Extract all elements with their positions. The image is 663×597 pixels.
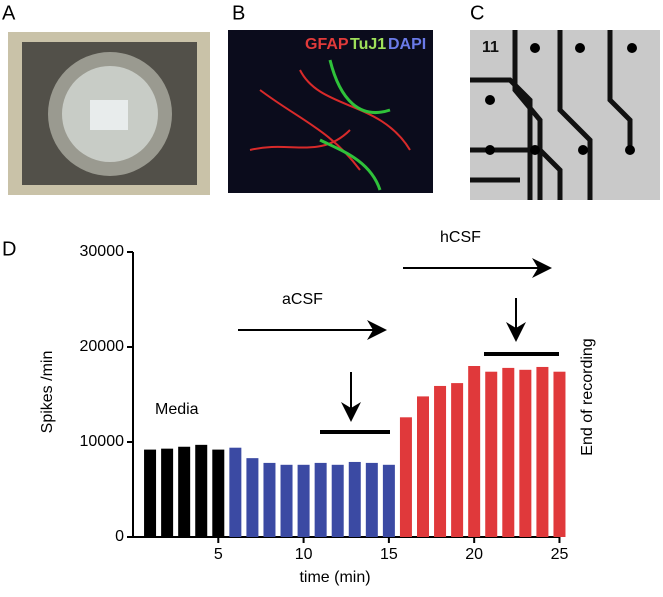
- bar: [297, 464, 310, 537]
- panel-label: B: [232, 2, 245, 24]
- bar: [314, 462, 327, 537]
- x-axis-label: time (min): [299, 569, 370, 586]
- bar: [161, 448, 174, 537]
- bar: [263, 462, 276, 537]
- annotation: aCSF: [282, 291, 323, 308]
- panel-label: D: [2, 238, 16, 260]
- bar-chart: 0 10000 20000 30000 5 10 15 20 25 time (min) Spike…: [39, 229, 596, 586]
- bar: [536, 366, 549, 537]
- annotation: hCSF: [440, 229, 481, 246]
- x-tick-label: 20: [465, 546, 483, 563]
- x-tick-label: 5: [214, 546, 223, 563]
- bar: [246, 458, 259, 537]
- bar: [212, 449, 225, 537]
- photo-a: [8, 32, 210, 195]
- bar: [382, 464, 395, 537]
- y-tick-label: 10000: [80, 433, 125, 450]
- y-tick-label: 20000: [80, 338, 125, 355]
- bar: [553, 371, 566, 537]
- bar: [417, 396, 429, 537]
- stain-label: DAPI: [388, 36, 426, 53]
- y-tick-label: 0: [115, 528, 124, 545]
- x-tick-label: 15: [380, 546, 398, 563]
- photo-c: 11: [470, 30, 660, 200]
- bar: [485, 371, 498, 537]
- stain-label: GFAP: [305, 36, 349, 53]
- y-tick-label: 30000: [80, 243, 125, 260]
- bar: [144, 449, 157, 537]
- bar: [331, 464, 344, 537]
- panel-label: A: [2, 2, 16, 24]
- stain-label: TuJ1: [350, 36, 386, 53]
- annotation: Media: [155, 401, 199, 418]
- bar: [434, 385, 447, 537]
- bar: [451, 383, 464, 537]
- bar: [229, 447, 242, 537]
- bar: [348, 461, 361, 537]
- electrode-number: 11: [482, 39, 499, 56]
- y-axis-label: Spikes /min: [39, 351, 56, 434]
- bar: [519, 369, 532, 537]
- bar: [502, 367, 515, 537]
- bar: [365, 462, 378, 537]
- photo-b: GFAP TuJ1 DAPI: [228, 30, 433, 193]
- panel-label: C: [470, 2, 484, 24]
- bar: [178, 446, 191, 537]
- x-tick-label: 25: [551, 546, 569, 563]
- annotation: End of recording: [579, 338, 596, 455]
- bar: [280, 464, 293, 537]
- x-tick-label: 10: [295, 546, 313, 563]
- bar: [399, 417, 412, 537]
- bar: [195, 444, 208, 537]
- bar: [468, 366, 481, 537]
